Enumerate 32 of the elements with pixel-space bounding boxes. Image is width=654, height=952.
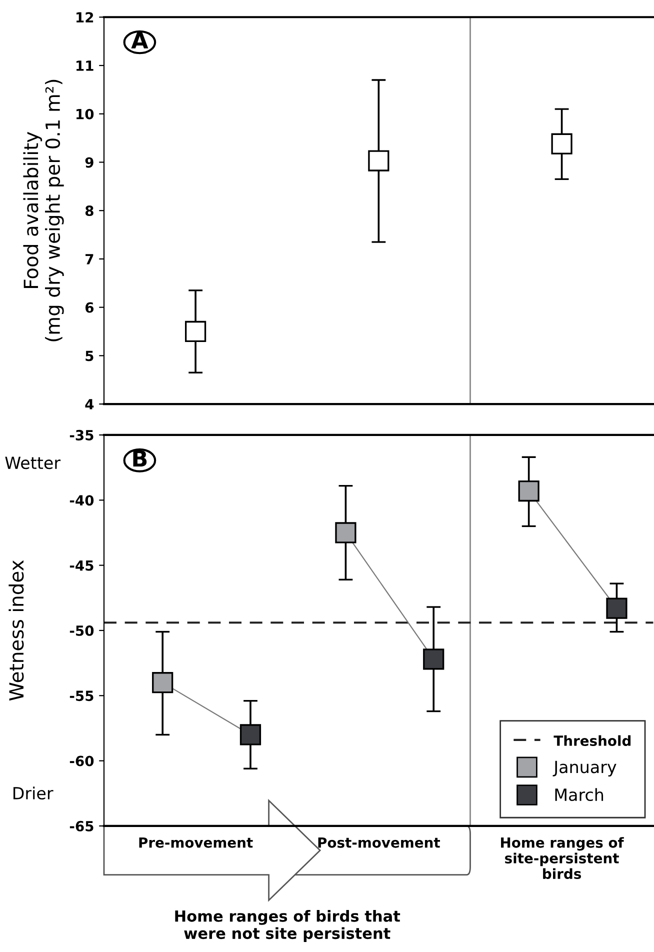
y-tick-label: -60 xyxy=(70,756,94,766)
text: Drier xyxy=(13,786,54,800)
y-tick-label: 11 xyxy=(76,60,94,71)
y-tick-label: -40 xyxy=(70,495,94,506)
text: Wetter xyxy=(5,456,61,470)
y-tick-label: 10 xyxy=(76,108,94,120)
annotation: A xyxy=(131,32,148,48)
y-tick-label: -35 xyxy=(70,430,94,440)
y-tick-label: 7 xyxy=(86,254,94,264)
legend-label: March xyxy=(555,788,604,802)
y-tick-label: 6 xyxy=(85,302,94,313)
y-tick-label: 12 xyxy=(76,12,94,22)
point xyxy=(184,320,206,342)
point xyxy=(368,150,390,172)
legend-label: Threshold xyxy=(554,735,631,746)
x-tick-label: Post-movement xyxy=(318,837,440,848)
y-tick-label: 5 xyxy=(86,350,94,362)
y-axis-title: Food availability (mg dry weight per 0.1 m²) xyxy=(23,80,64,342)
point xyxy=(551,133,572,154)
y-tick-label: 9 xyxy=(85,157,94,168)
y-tick-label: 4 xyxy=(85,399,94,410)
legend-label: January xyxy=(552,760,616,776)
y-tick-label: -65 xyxy=(70,820,94,832)
y-tick-label: -55 xyxy=(70,690,94,702)
x-tick-label: Pre-movement xyxy=(139,837,253,848)
annotation: B xyxy=(133,450,147,467)
x-tick-label: Home ranges of site-persistent birds xyxy=(501,837,624,880)
text: Home ranges of birds that were not site persistent xyxy=(175,910,400,942)
y-tick-label: 8 xyxy=(85,206,94,216)
y-tick-label: -50 xyxy=(70,625,94,636)
y-tick-label: -45 xyxy=(70,560,94,571)
y-axis-title: Wetness index xyxy=(8,560,24,701)
